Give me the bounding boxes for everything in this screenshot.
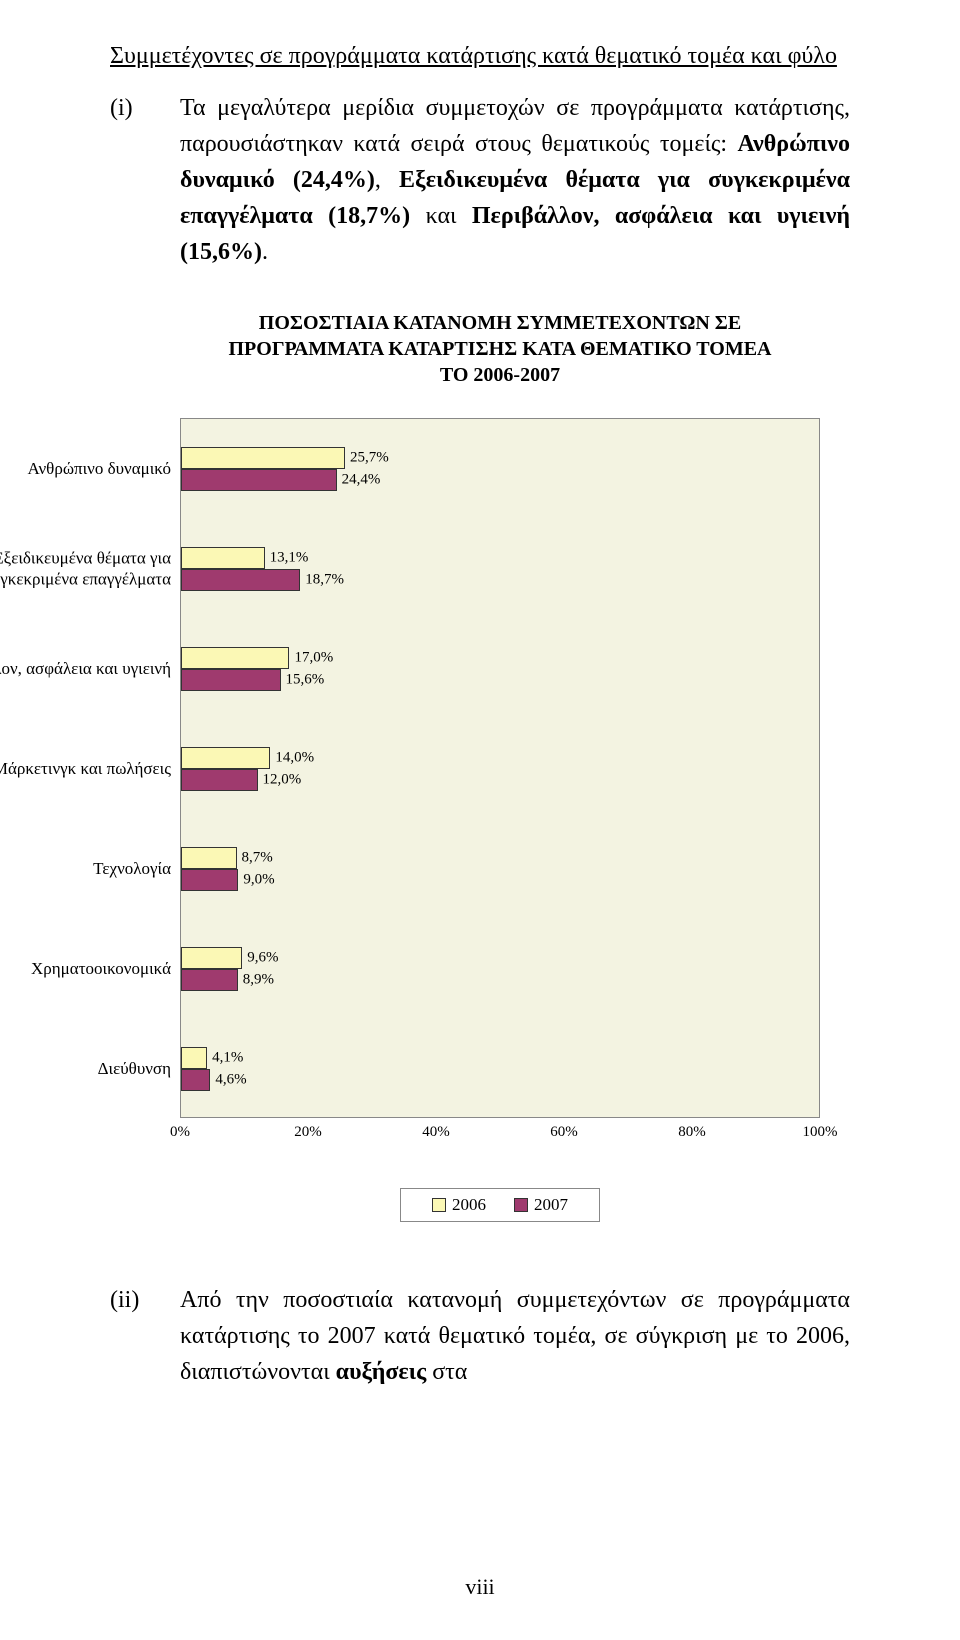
section-heading: Συμμετέχοντες σε προγράμματα κατάρτισης …	[110, 40, 850, 72]
chart-category-label: Διεύθυνση	[0, 1059, 181, 1079]
chart-bar-group: 14,0%12,0%	[181, 747, 819, 791]
chart-bar: 8,7%	[181, 847, 237, 869]
chart: ΠΟΣΟΣΤΙΑΙΑ ΚΑΤΑΝΟΜΗ ΣΥΜΜΕΤΕΧΟΝΤΩΝ ΣΕΠΡΟΓ…	[180, 310, 820, 1222]
chart-bar-value-label: 17,0%	[294, 650, 333, 667]
para-ii-marker: (ii)	[110, 1282, 180, 1390]
chart-bar: 9,0%	[181, 869, 238, 891]
chart-x-tick: 20%	[294, 1124, 322, 1141]
chart-bar: 15,6%	[181, 669, 281, 691]
chart-x-tick: 40%	[422, 1124, 450, 1141]
chart-bar-value-label: 9,0%	[243, 872, 274, 889]
chart-bar: 9,6%	[181, 947, 242, 969]
chart-bar: 13,1%	[181, 547, 265, 569]
chart-category-label: Τεχνολογία	[0, 859, 181, 879]
chart-x-axis: 0%20%40%60%80%100%	[180, 1118, 820, 1168]
chart-bar: 24,4%	[181, 469, 337, 491]
legend-swatch-2006	[432, 1198, 446, 1212]
chart-title: ΠΟΣΟΣΤΙΑΙΑ ΚΑΤΑΝΟΜΗ ΣΥΜΜΕΤΕΧΟΝΤΩΝ ΣΕΠΡΟΓ…	[180, 310, 820, 388]
page-number: viii	[0, 1574, 960, 1600]
chart-category-row: Τεχνολογία8,7%9,0%	[181, 847, 819, 891]
para-i-marker: (i)	[110, 90, 180, 270]
chart-bar-value-label: 8,7%	[242, 850, 273, 867]
chart-bar: 4,6%	[181, 1069, 210, 1091]
legend-item-2006: 2006	[432, 1195, 486, 1215]
chart-bar: 25,7%	[181, 447, 345, 469]
chart-bar-value-label: 13,1%	[270, 550, 309, 567]
chart-bar-value-label: 4,1%	[212, 1050, 243, 1067]
chart-category-row: Εξειδικευμένα θέματα για συγκεκριμένα επ…	[181, 547, 819, 591]
chart-bar-value-label: 4,6%	[215, 1072, 246, 1089]
chart-bar-value-label: 18,7%	[305, 572, 344, 589]
chart-bar-value-label: 25,7%	[350, 450, 389, 467]
para-i-text: Τα μεγαλύτερα μερίδια συμμετοχών σε προγ…	[180, 90, 850, 270]
chart-bar-group: 17,0%15,6%	[181, 647, 819, 691]
chart-bar-value-label: 14,0%	[275, 750, 314, 767]
chart-category-label: Ανθρώπινο δυναμικό	[0, 459, 181, 479]
chart-plot-area: Ανθρώπινο δυναμικό25,7%24,4% Εξειδικευμέν…	[180, 418, 820, 1118]
chart-category-label: Περιβάλλον, ασφάλεια και υγιεινή	[0, 659, 181, 679]
legend-label-2006: 2006	[452, 1195, 486, 1215]
chart-bar-value-label: 12,0%	[263, 772, 302, 789]
chart-bar: 12,0%	[181, 769, 258, 791]
chart-bar-value-label: 9,6%	[247, 950, 278, 967]
chart-x-tick: 0%	[170, 1124, 190, 1141]
chart-category-label: Μάρκετινγκ και πωλήσεις	[0, 759, 181, 779]
chart-bar-group: 13,1%18,7%	[181, 547, 819, 591]
chart-bar-group: 4,1%4,6%	[181, 1047, 819, 1091]
page: Συμμετέχοντες σε προγράμματα κατάρτισης …	[0, 0, 960, 1640]
chart-bar: 18,7%	[181, 569, 300, 591]
legend-swatch-2007	[514, 1198, 528, 1212]
chart-bar-value-label: 24,4%	[342, 472, 381, 489]
chart-category-label: Χρηματοοικονομικά	[0, 959, 181, 979]
legend-label-2007: 2007	[534, 1195, 568, 1215]
legend-item-2007: 2007	[514, 1195, 568, 1215]
chart-bar-group: 9,6%8,9%	[181, 947, 819, 991]
chart-bar: 8,9%	[181, 969, 238, 991]
paragraph-i: (i) Τα μεγαλύτερα μερίδια συμμετοχών σε …	[110, 90, 850, 270]
chart-x-tick: 100%	[803, 1124, 838, 1141]
paragraph-ii: (ii) Από την ποσοστιαία κατανομή συμμετε…	[110, 1282, 850, 1390]
chart-bar: 17,0%	[181, 647, 289, 669]
chart-category-row: Περιβάλλον, ασφάλεια και υγιεινή17,0%15,…	[181, 647, 819, 691]
chart-bar-group: 25,7%24,4%	[181, 447, 819, 491]
chart-category-row: Ανθρώπινο δυναμικό25,7%24,4%	[181, 447, 819, 491]
para-ii-text: Από την ποσοστιαία κατανομή συμμετεχόντω…	[180, 1282, 850, 1390]
chart-bar-value-label: 15,6%	[286, 672, 325, 689]
chart-category-label: Εξειδικευμένα θέματα για συγκεκριμένα επ…	[0, 549, 181, 590]
chart-bar: 4,1%	[181, 1047, 207, 1069]
chart-x-tick: 80%	[678, 1124, 706, 1141]
chart-category-row: Διεύθυνση4,1%4,6%	[181, 1047, 819, 1091]
chart-category-row: Μάρκετινγκ και πωλήσεις14,0%12,0%	[181, 747, 819, 791]
chart-bar-value-label: 8,9%	[243, 972, 274, 989]
chart-x-tick: 60%	[550, 1124, 578, 1141]
chart-category-row: Χρηματοοικονομικά9,6%8,9%	[181, 947, 819, 991]
chart-bar: 14,0%	[181, 747, 270, 769]
chart-legend: 2006 2007	[400, 1188, 600, 1222]
chart-bar-group: 8,7%9,0%	[181, 847, 819, 891]
